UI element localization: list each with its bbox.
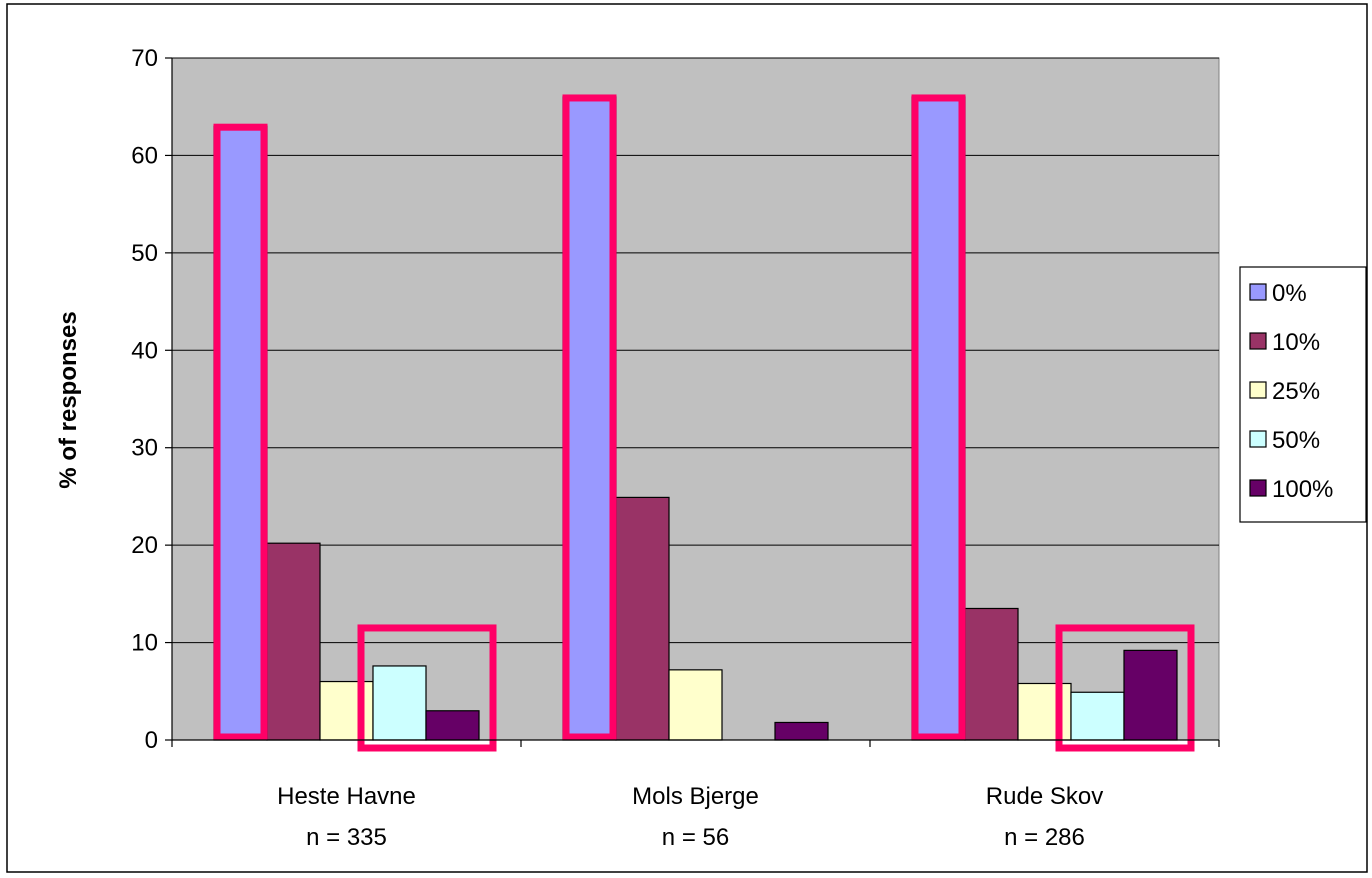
legend-swatch [1249, 479, 1267, 497]
y-tick-label: 0 [145, 727, 158, 754]
highlight-box-0pct [911, 94, 966, 741]
legend-label: 0% [1272, 280, 1307, 307]
highlight-box-50-100pct [357, 624, 497, 752]
bar-50pct-heste-havne [372, 665, 427, 741]
axes: 0 10 20 30 40 50 60 70 Heste Havne n = 335 Mols Bj… [131, 45, 1220, 851]
y-tick-label: 50 [131, 240, 158, 267]
bar-10pct-mols-bjerge [615, 496, 670, 741]
x-category-sublabel: n = 56 [662, 824, 729, 851]
bar-0pct-mols-bjerge [562, 96, 617, 741]
legend-label: 10% [1272, 329, 1320, 356]
bar-10pct-rude-skov [964, 607, 1019, 741]
y-tick-label: 60 [131, 142, 158, 169]
legend-swatch [1249, 332, 1267, 350]
y-tick-label: 70 [131, 45, 158, 72]
legend: 0% 10% 25% 50% 100% [1239, 266, 1367, 523]
highlight-box-50-100pct [1055, 624, 1195, 752]
x-category-sublabel: n = 286 [1004, 824, 1085, 851]
legend-swatch [1249, 283, 1267, 301]
y-tick-label: 20 [131, 532, 158, 559]
highlight-box-0pct [562, 94, 617, 741]
plot-background [171, 57, 1220, 741]
legend-label: 25% [1272, 378, 1320, 405]
highlight-box-0pct [213, 123, 268, 741]
bar-10pct-heste-havne [266, 542, 321, 741]
y-tick-label: 40 [131, 337, 158, 364]
y-axis-label: % of responses [55, 311, 82, 488]
bars [213, 96, 1178, 741]
x-category-label: Heste Havne [277, 783, 416, 810]
bar-100pct-mols-bjerge [774, 721, 829, 741]
legend-swatch [1249, 381, 1267, 399]
bar-0pct-rude-skov [911, 96, 966, 741]
bar-100pct-rude-skov [1123, 649, 1178, 741]
plot-area [171, 57, 1220, 741]
y-tick-label: 10 [131, 630, 158, 657]
bar-25pct-heste-havne [319, 680, 374, 741]
y-tick-label: 30 [131, 435, 158, 462]
legend-label: 50% [1272, 427, 1320, 454]
x-category-label: Mols Bjerge [632, 783, 759, 810]
legend-swatch [1249, 430, 1267, 448]
bar-25pct-rude-skov [1017, 682, 1072, 741]
highlight-boxes [213, 94, 1195, 752]
bar-0pct-heste-havne [213, 125, 268, 741]
x-category-sublabel: n = 335 [306, 824, 387, 851]
bar-100pct-heste-havne [425, 710, 480, 741]
bar-25pct-mols-bjerge [668, 669, 723, 741]
legend-label: 100% [1272, 476, 1333, 503]
x-category-label: Rude Skov [986, 783, 1103, 810]
bar-50pct-rude-skov [1070, 691, 1125, 741]
